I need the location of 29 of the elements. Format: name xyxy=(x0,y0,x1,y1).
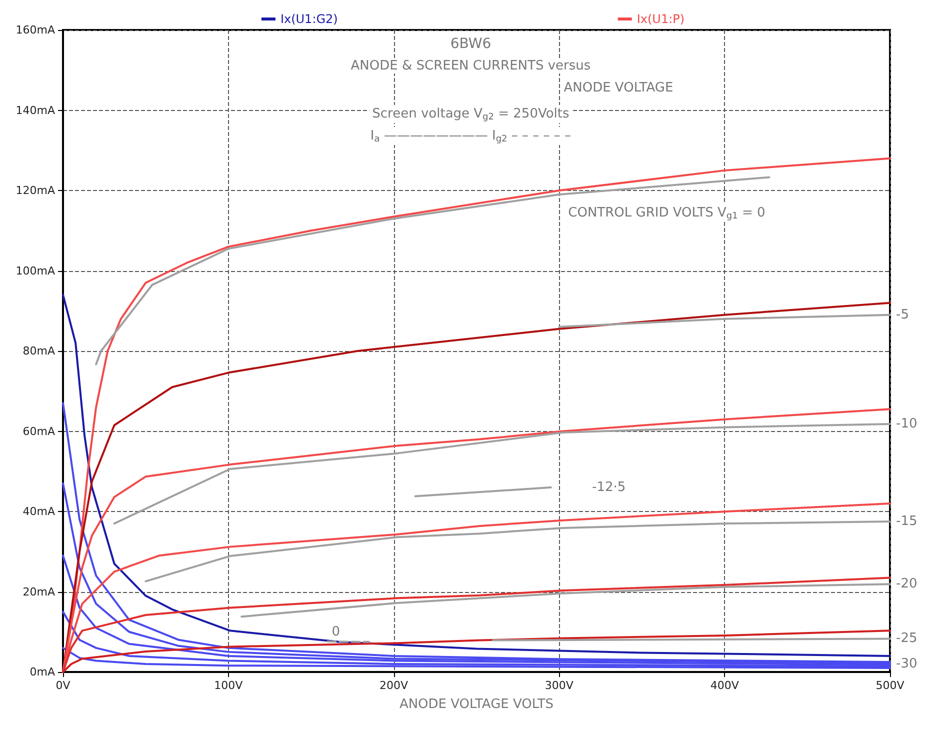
x-tick-label: 200V xyxy=(380,679,409,692)
annotation: ANODE VOLTAGE xyxy=(564,80,674,96)
y-tick-label: 60mA xyxy=(22,424,56,438)
chart-title: 6BW6 xyxy=(450,36,492,52)
annotation: -25 xyxy=(896,631,918,646)
x-tick-label: 100V xyxy=(214,679,244,692)
y-tick-label: 80mA xyxy=(22,344,56,358)
annotation: -5 xyxy=(896,307,909,322)
y-tick-label: 0mA xyxy=(30,666,56,678)
annotation: 0 xyxy=(332,624,340,640)
annotation: -15 xyxy=(896,514,918,530)
annotation: -10 xyxy=(896,416,918,432)
annotation: -30 xyxy=(896,656,918,672)
x-tick-label: 300V xyxy=(544,679,574,692)
annotation: ANODE & SCREEN CURRENTS versus xyxy=(350,58,591,74)
y-tick-label: 120mA xyxy=(16,184,56,197)
x-axis-title: ANODE VOLTAGE VOLTS xyxy=(399,697,554,712)
annotation: -20 xyxy=(896,576,918,592)
y-tick-label: 40mA xyxy=(22,505,56,518)
y-tick-label: 20mA xyxy=(22,585,56,598)
annotation: -12·5 xyxy=(592,480,626,495)
legend-label: Ix(U1:G2) xyxy=(280,12,338,26)
legend-label: Ix(U1:P) xyxy=(636,12,685,26)
x-tick-label: 500V xyxy=(876,679,905,692)
y-tick-label: 140mA xyxy=(16,104,56,117)
x-tick-label: 400V xyxy=(710,679,740,692)
y-tick-label: 100mA xyxy=(16,264,56,278)
y-tick-label: 160mA xyxy=(16,24,56,36)
x-tick-label: 0V xyxy=(56,679,71,692)
